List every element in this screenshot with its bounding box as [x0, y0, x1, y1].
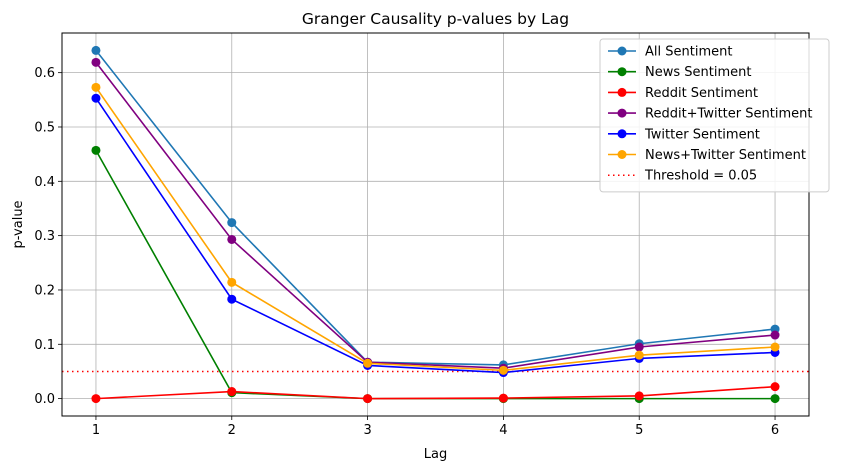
- legend-swatch-marker: [617, 87, 627, 97]
- data-point: [634, 391, 644, 401]
- legend-label: Twitter Sentiment: [644, 127, 760, 142]
- x-tick-label: 3: [363, 423, 371, 438]
- data-point: [91, 45, 101, 55]
- legend-swatch-marker: [617, 46, 627, 56]
- legend-box: [599, 38, 830, 193]
- series-group: [91, 82, 780, 375]
- data-point: [227, 234, 237, 244]
- data-point: [770, 330, 780, 340]
- series-line: [95, 97, 776, 374]
- data-point: [634, 342, 644, 352]
- y-tick-label: 0.0: [34, 392, 55, 407]
- y-tick-label: 0.2: [34, 283, 55, 298]
- data-point: [227, 294, 237, 304]
- legend-label: Threshold = 0.05: [644, 169, 757, 184]
- data-point: [498, 365, 508, 375]
- data-point: [227, 277, 237, 287]
- data-point: [91, 82, 101, 92]
- data-point: [634, 350, 644, 360]
- data-point: [91, 394, 101, 404]
- x-tick-label: 1: [92, 423, 100, 438]
- data-point: [227, 387, 237, 397]
- y-tick-label: 0.4: [34, 175, 55, 190]
- series-line: [95, 385, 776, 400]
- y-tick-label: 0.5: [34, 120, 55, 135]
- series-line: [95, 49, 776, 366]
- data-point: [770, 342, 780, 352]
- series-line: [95, 61, 776, 369]
- data-point: [770, 382, 780, 392]
- y-tick-label: 0.1: [34, 338, 55, 353]
- x-axis-label: Lag: [424, 447, 447, 462]
- legend-swatch-marker: [617, 129, 627, 139]
- x-tick-label: 5: [635, 423, 643, 438]
- data-point: [227, 218, 237, 228]
- series-layer: [91, 45, 780, 404]
- y-axis-label: p-value: [11, 200, 26, 248]
- series-group: [91, 382, 780, 404]
- legend: All Sentiment News Sentiment Reddit Sentim…: [599, 38, 830, 193]
- legend-swatch-marker: [617, 67, 627, 77]
- legend-label: Reddit+Twitter Sentiment: [645, 107, 812, 122]
- y-axis-ticks: 0.0 0.1 0.2 0.3 0.4 0.5 0.6: [34, 66, 62, 407]
- series-line: [95, 86, 776, 372]
- legend-swatch-marker: [617, 150, 627, 159]
- data-point: [91, 57, 101, 67]
- y-tick-label: 0.3: [34, 229, 55, 244]
- x-tick-label: 4: [499, 423, 507, 438]
- x-axis-ticks: 1 2 3 4 5 6: [92, 416, 779, 438]
- x-tick-label: 2: [228, 423, 236, 438]
- chart-title: Granger Causality p-values by Lag: [302, 10, 569, 28]
- data-point: [363, 358, 373, 368]
- y-tick-label: 0.6: [34, 66, 55, 81]
- data-point: [91, 93, 101, 103]
- plot-frame: [61, 32, 810, 417]
- data-point: [363, 394, 373, 404]
- legend-swatch-marker: [617, 108, 627, 118]
- data-point: [498, 393, 508, 403]
- legend-label: Reddit Sentiment: [645, 86, 758, 101]
- data-point: [91, 145, 101, 155]
- legend-label: All Sentiment: [645, 45, 732, 60]
- data-point: [770, 394, 780, 404]
- x-tick-label: 6: [771, 423, 779, 438]
- legend-label: News Sentiment: [645, 65, 751, 80]
- legend-label: News+Twitter Sentiment: [645, 148, 806, 163]
